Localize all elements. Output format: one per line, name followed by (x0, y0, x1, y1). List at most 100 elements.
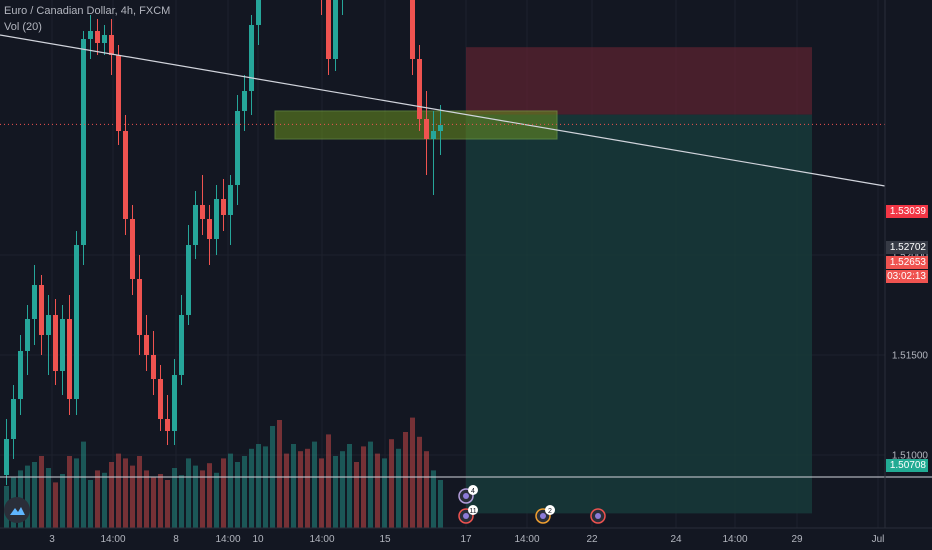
event-marker-c[interactable]: 2 (535, 505, 555, 524)
candle-body (67, 319, 72, 399)
volume-bar (67, 456, 72, 528)
candle-body (207, 219, 212, 239)
volume-bar (396, 448, 401, 528)
candlestick-series (4, 0, 443, 485)
candle-body (172, 375, 177, 431)
event-dot (540, 513, 546, 519)
candle-body (11, 399, 16, 439)
volume-bar (256, 444, 261, 528)
candle-body (46, 315, 51, 335)
volume-bar (249, 448, 254, 528)
volume-bar (123, 458, 128, 528)
support-zone (274, 110, 558, 140)
target-price-tag: 1.50708 (886, 459, 928, 472)
event-marker-a[interactable]: 4 (458, 485, 478, 504)
volume-bar (207, 463, 212, 528)
volume-bar (312, 441, 317, 528)
time-axis-label: 14:00 (722, 534, 747, 545)
volume-bar (389, 439, 394, 528)
volume-bar (158, 474, 163, 528)
event-badge-count: 11 (469, 508, 476, 515)
volume-bar (263, 446, 268, 528)
candle-body (53, 315, 58, 371)
volume-bar (214, 472, 219, 528)
candle-body (410, 0, 415, 59)
candle-body (179, 315, 184, 375)
candle-body (193, 205, 198, 245)
candle-body (186, 245, 191, 315)
volume-bar (284, 453, 289, 528)
volume-bar (144, 470, 149, 528)
candle-body (256, 0, 261, 25)
volume-bar (340, 451, 345, 528)
volume-bar (375, 453, 380, 528)
candle-body (424, 119, 429, 139)
volume-bar (347, 444, 352, 528)
candle-body (249, 25, 254, 91)
stop-price-tag: 1.53039 (886, 205, 928, 218)
candle-body (123, 131, 128, 219)
candle-body (32, 285, 37, 319)
volume-bar (102, 472, 107, 528)
price-axis-label: 1.51000 (892, 451, 929, 462)
event-marker-d[interactable] (590, 508, 606, 524)
volume-bar (417, 436, 422, 528)
candle-body (417, 59, 422, 119)
volume-bar (298, 451, 303, 528)
volume-bar (32, 462, 37, 528)
candle-body (221, 199, 226, 215)
volume-bar (53, 482, 58, 528)
volume-bar (74, 458, 79, 528)
volume-bar (326, 434, 331, 528)
volume-bar (193, 465, 198, 528)
time-axis-label: 10 (252, 534, 264, 545)
event-badge (545, 505, 555, 515)
cloud-logo-icon (10, 507, 25, 515)
time-axis[interactable]: 3 14:00 8 14:00 10 14:00 15 17 14:00 22 24 14:00 29 J… (0, 527, 932, 545)
candle-body (109, 35, 114, 55)
volume-bar (410, 417, 415, 528)
volume-bar (438, 480, 443, 528)
take-profit-zone (466, 114, 812, 514)
volume-bar (319, 458, 324, 528)
volume-legend[interactable]: Vol (20) (4, 21, 42, 33)
time-axis-label: 24 (670, 534, 682, 545)
candle-body (81, 39, 86, 245)
volume-bar (221, 458, 226, 528)
volume-bar (235, 462, 240, 528)
candle-body (39, 285, 44, 335)
volume-bar (151, 477, 156, 528)
event-marker-b[interactable]: 11 (458, 505, 478, 524)
time-axis-label: 14:00 (100, 534, 125, 545)
candle-body (151, 355, 156, 379)
volume-bar (361, 446, 366, 528)
time-axis-label: 8 (173, 534, 179, 545)
candle-body (214, 199, 219, 239)
volume-bar (403, 432, 408, 528)
volume-bar (25, 465, 30, 528)
volume-bar (130, 465, 135, 528)
candle-body (438, 125, 443, 131)
volume-bar (333, 456, 338, 528)
volume-bar (186, 458, 191, 528)
volume-bar (172, 468, 177, 528)
tradingview-logo-icon[interactable] (4, 497, 30, 523)
volume-bar (109, 462, 114, 528)
candle-body (18, 351, 23, 399)
candle-body (116, 55, 121, 131)
candle-body (4, 439, 9, 475)
volume-bar (368, 441, 373, 528)
candle-body (144, 335, 149, 355)
volume-bar (39, 456, 44, 528)
volume-bar (242, 456, 247, 528)
last-price-tag: 1.52702 (886, 241, 928, 254)
volume-bar (116, 453, 121, 528)
symbol-legend[interactable]: Euro / Canadian Dollar, 4h, FXCM (4, 5, 171, 17)
candle-body (60, 319, 65, 371)
candle-body (74, 245, 79, 399)
volume-bar (431, 470, 436, 528)
volume-bar (60, 474, 65, 528)
candle-body (235, 111, 240, 185)
